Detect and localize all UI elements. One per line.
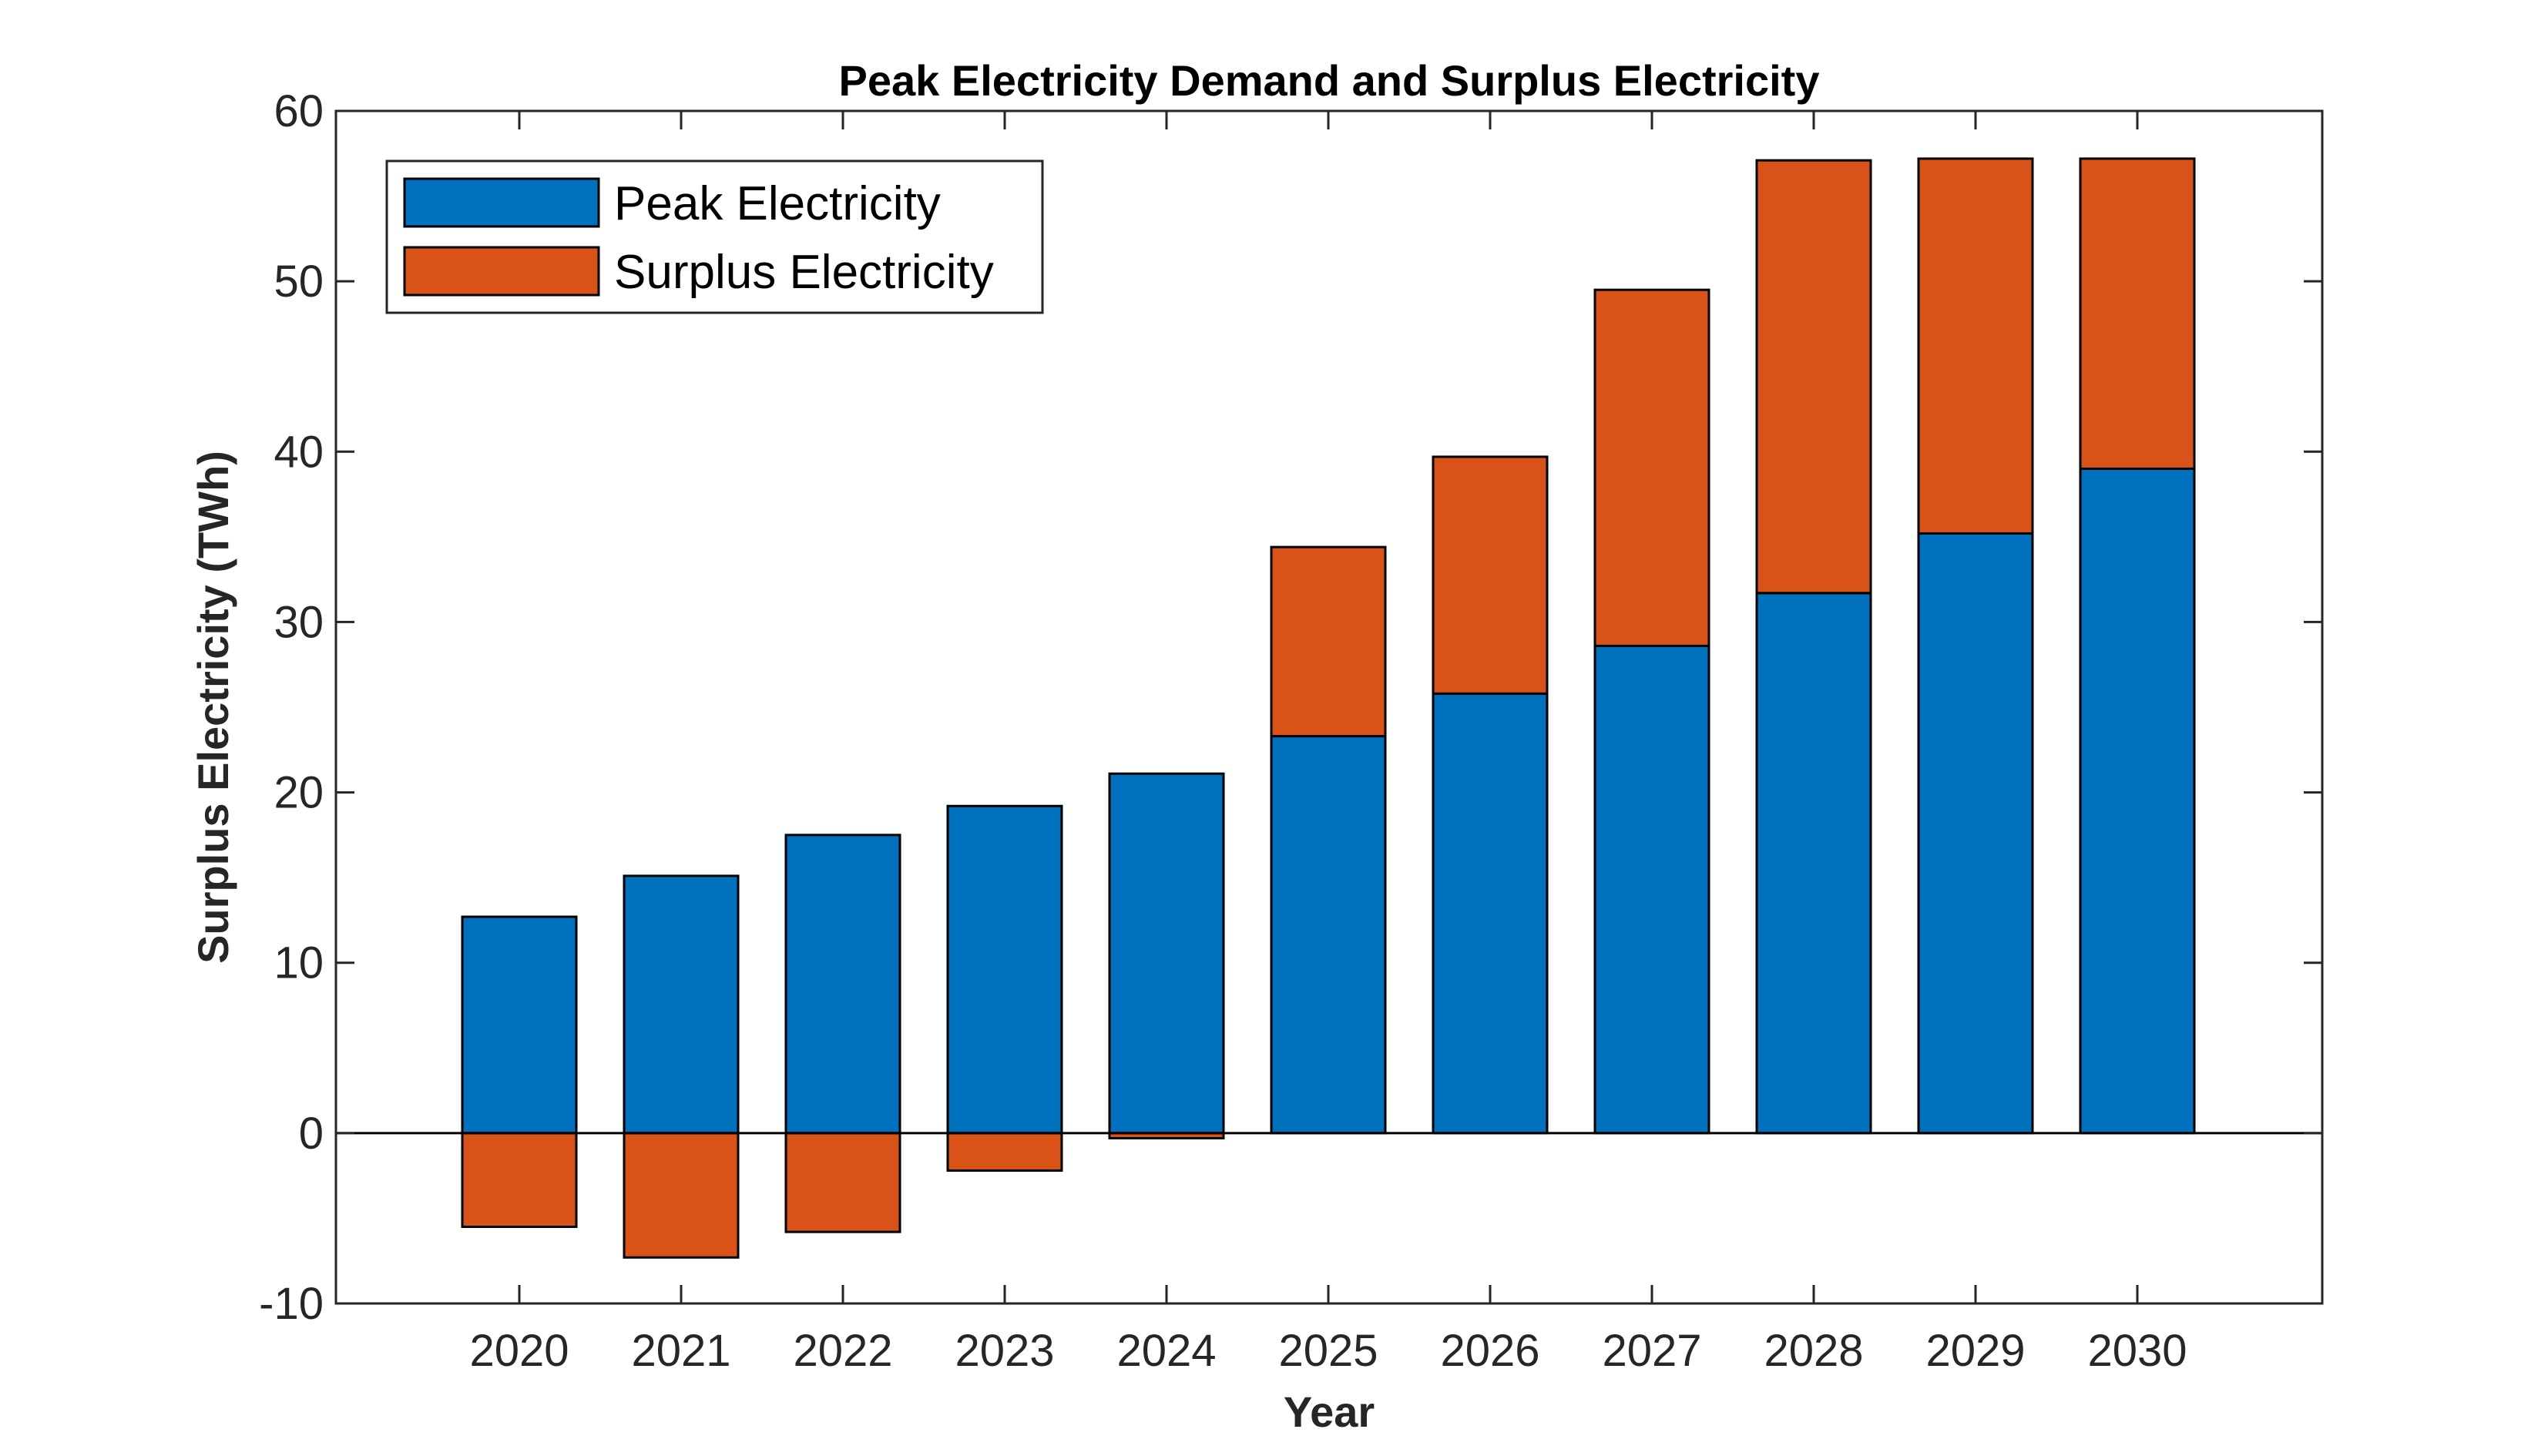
x-tick-label-2030: 2030 — [2087, 1326, 2187, 1376]
x-tick-label-2027: 2027 — [1602, 1326, 1701, 1376]
bar-peak-2030 — [2079, 467, 2196, 1135]
legend: Peak Electricity Surplus Electricity — [385, 159, 1044, 314]
y-tick-label-30: 30 — [274, 597, 324, 647]
bar-surplus-2030 — [2079, 157, 2196, 470]
plot-frame — [334, 109, 2324, 1305]
y-tick-label-50: 50 — [274, 257, 324, 307]
y-tick-label-40: 40 — [274, 427, 324, 477]
bar-peak-2028 — [1755, 592, 1872, 1135]
bar-surplus-2021 — [623, 1132, 740, 1259]
bar-surplus-2028 — [1755, 159, 1872, 595]
x-tick-label-2023: 2023 — [955, 1326, 1054, 1376]
legend-swatch-surplus — [403, 246, 600, 297]
legend-swatch-peak — [403, 177, 600, 228]
y-tick-label-0: 0 — [299, 1109, 324, 1159]
bar-peak-2021 — [623, 874, 740, 1135]
x-tick-label-2024: 2024 — [1116, 1326, 1216, 1376]
bar-peak-2022 — [784, 834, 901, 1135]
chart-title: Peak Electricity Demand and Surplus Elec… — [839, 56, 1820, 105]
y-tick-label-20: 20 — [274, 768, 324, 818]
legend-label-surplus: Surplus Electricity — [614, 246, 994, 299]
x-tick-label-2025: 2025 — [1278, 1326, 1378, 1376]
y-tick-label-60: 60 — [274, 86, 324, 136]
x-tick-label-2021: 2021 — [631, 1326, 730, 1376]
bar-peak-2023 — [946, 804, 1063, 1135]
y-tick-label--10: -10 — [259, 1279, 324, 1329]
bar-peak-2026 — [1432, 692, 1549, 1135]
bar-surplus-2026 — [1432, 455, 1549, 695]
y-tick-label-10: 10 — [274, 938, 324, 988]
y-axis-label: Surplus Electricity (TWh) — [189, 451, 237, 964]
bar-surplus-2023 — [946, 1132, 1063, 1173]
x-tick-label-2022: 2022 — [793, 1326, 892, 1376]
bars-group — [461, 157, 2196, 1259]
bar-peak-2024 — [1108, 772, 1225, 1135]
bar-peak-2025 — [1270, 735, 1387, 1135]
bar-surplus-2025 — [1270, 545, 1387, 738]
x-tick-label-2028: 2028 — [1764, 1326, 1863, 1376]
bar-surplus-2022 — [784, 1132, 901, 1233]
bar-surplus-2029 — [1917, 157, 2034, 535]
bar-peak-2027 — [1593, 644, 1710, 1135]
bar-peak-2020 — [461, 915, 578, 1135]
x-tick-label-2026: 2026 — [1440, 1326, 1539, 1376]
bar-peak-2029 — [1917, 532, 2034, 1135]
bar-surplus-2020 — [461, 1132, 578, 1228]
x-tick-label-2020: 2020 — [469, 1326, 569, 1376]
legend-label-peak: Peak Electricity — [614, 177, 941, 230]
x-axis-label: Year — [1284, 1387, 1375, 1436]
bar-surplus-2027 — [1593, 288, 1710, 647]
x-tick-label-2029: 2029 — [1925, 1326, 2025, 1376]
